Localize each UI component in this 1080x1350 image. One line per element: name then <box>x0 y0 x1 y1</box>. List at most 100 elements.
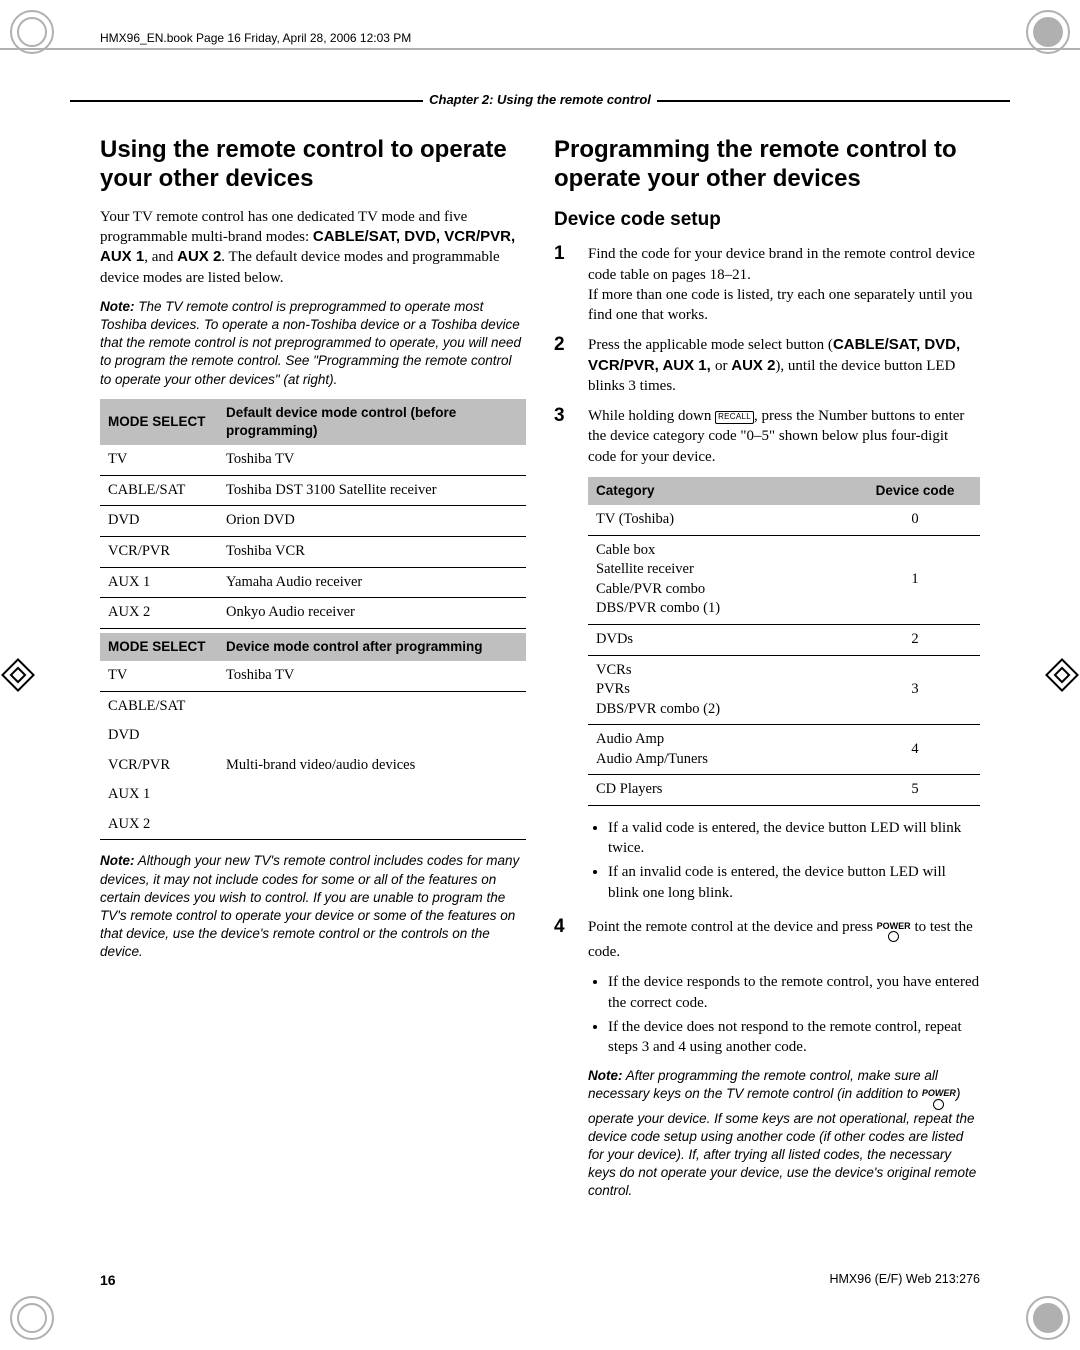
power-symbol-2 <box>933 1099 944 1110</box>
print-registration-tl <box>10 10 54 54</box>
print-registration-br <box>1026 1296 1070 1340</box>
power-symbol <box>888 931 899 942</box>
tbl1-r4c1: Yamaha Audio receiver <box>218 567 526 598</box>
steps-list: 1 Find the code for your device brand in… <box>554 244 980 1210</box>
step-3-bul2: If an invalid code is entered, the devic… <box>608 862 980 903</box>
step-4-bul2: If the device does not respond to the re… <box>608 1017 980 1058</box>
tbl2-rs3: AUX 1 <box>100 780 218 810</box>
step-4-num: 4 <box>554 917 580 1211</box>
cat-r3c1: 3 <box>850 655 980 725</box>
note-label: Note: <box>100 299 135 314</box>
cat-r5c1: 5 <box>850 775 980 806</box>
recall-icon: RECALL <box>715 411 754 424</box>
note3-post: ) operate your device. If some keys are … <box>588 1086 976 1198</box>
tbl1-r2c1: Orion DVD <box>218 506 526 537</box>
tbl2-r0c0: TV <box>100 661 218 691</box>
left-note-2: Note: Although your new TV's remote cont… <box>100 852 526 961</box>
cat-r0c0: TV (Toshiba) <box>588 505 850 535</box>
print-registration-bl <box>10 1296 54 1340</box>
tbl1-r1c1: Toshiba DST 3100 Satellite receiver <box>218 475 526 506</box>
step-1: 1 Find the code for your device brand in… <box>554 244 980 325</box>
tbl1-r0c1: Toshiba TV <box>218 445 526 475</box>
tbl1-r3c0: VCR/PVR <box>100 537 218 568</box>
step-4-bul1: If the device responds to the remote con… <box>608 972 980 1013</box>
note-label-2: Note: <box>100 853 135 868</box>
note3-pre: After programming the remote control, ma… <box>588 1068 938 1101</box>
chapter-bar: Chapter 2: Using the remote control <box>70 86 1010 114</box>
tbl1-r5c1: Onkyo Audio receiver <box>218 598 526 629</box>
power-icon: POWER <box>877 922 911 942</box>
tbl2-h1: MODE SELECT <box>100 633 218 661</box>
step-3-bullets: If a valid code is entered, the device b… <box>588 818 980 903</box>
step-1-num: 1 <box>554 244 580 325</box>
step-3-bul1: If a valid code is entered, the device b… <box>608 818 980 859</box>
cat-r2c1: 2 <box>850 624 980 655</box>
tbl2-span-value: Multi-brand video/audio devices <box>218 691 526 840</box>
right-column: Programming the remote control to operat… <box>554 136 980 1220</box>
category-table: Category Device code TV (Toshiba)0 Cable… <box>588 477 980 806</box>
tbl1-r2c0: DVD <box>100 506 218 537</box>
tbl2-rs4: AUX 2 <box>100 810 218 840</box>
step-2: 2 Press the applicable mode select butto… <box>554 335 980 396</box>
tbl2-rs0: CABLE/SAT <box>100 691 218 721</box>
tbl1-r0c0: TV <box>100 445 218 475</box>
cat-h2: Device code <box>850 477 980 505</box>
print-registration-mr <box>1050 663 1074 687</box>
step-2-bold2: AUX 2 <box>731 357 775 374</box>
step-2-num: 2 <box>554 335 580 396</box>
tbl2-rs1: DVD <box>100 721 218 751</box>
step-3-pre: While holding down <box>588 408 715 424</box>
cat-r4c0: Audio AmpAudio Amp/Tuners <box>588 725 850 775</box>
right-subheading: Device code setup <box>554 207 980 233</box>
mode-select-default-table: MODE SELECT Default device mode control … <box>100 399 526 629</box>
step-4-pre: Point the remote control at the device a… <box>588 919 877 935</box>
tbl2-h2: Device mode control after programming <box>218 633 526 661</box>
tbl1-r1c0: CABLE/SAT <box>100 475 218 506</box>
right-note-3: Note: After programming the remote contr… <box>588 1067 980 1200</box>
page-number: 16 <box>100 1271 116 1290</box>
right-heading: Programming the remote control to operat… <box>554 136 980 193</box>
power-label: POWER <box>877 921 911 931</box>
step-3: 3 While holding down RECALL, press the N… <box>554 406 980 907</box>
tbl1-h1: MODE SELECT <box>100 399 218 445</box>
step-4-bullets: If the device responds to the remote con… <box>588 972 980 1057</box>
tbl2-r0c1: Toshiba TV <box>218 661 526 691</box>
step-3-num: 3 <box>554 406 580 907</box>
footer-right: HMX96 (E/F) Web 213:276 <box>829 1271 980 1290</box>
header-filename: HMX96_EN.book Page 16 Friday, April 28, … <box>0 30 1080 50</box>
note-body-2: Although your new TV's remote control in… <box>100 853 519 959</box>
left-intro: Your TV remote control has one dedicated… <box>100 207 526 288</box>
cat-h1: Category <box>588 477 850 505</box>
chapter-bar-text: Chapter 2: Using the remote control <box>423 91 657 109</box>
cat-r4c1: 4 <box>850 725 980 775</box>
tbl1-r4c0: AUX 1 <box>100 567 218 598</box>
step-4: 4 Point the remote control at the device… <box>554 917 980 1211</box>
step-1-text-b: If more than one code is listed, try eac… <box>588 287 972 323</box>
note-body: The TV remote control is preprogrammed t… <box>100 299 521 387</box>
cat-r5c0: CD Players <box>588 775 850 806</box>
tbl1-r5c0: AUX 2 <box>100 598 218 629</box>
cat-r1c1: 1 <box>850 535 980 624</box>
cat-r1c0: Cable boxSatellite receiverCable/PVR com… <box>588 535 850 624</box>
left-column: Using the remote control to operate your… <box>100 136 526 1220</box>
step-1-text-a: Find the code for your device brand in t… <box>588 246 975 282</box>
footer: 16 HMX96 (E/F) Web 213:276 <box>0 1221 1080 1290</box>
note-label-3: Note: <box>588 1068 623 1083</box>
step-2-pre: Press the applicable mode select button … <box>588 337 833 353</box>
left-intro-bold2: AUX 2 <box>177 248 221 265</box>
print-registration-ml <box>6 663 30 687</box>
power-label-2: POWER <box>922 1088 956 1098</box>
cat-r3c0: VCRsPVRsDBS/PVR combo (2) <box>588 655 850 725</box>
power-icon-2: POWER <box>922 1089 956 1109</box>
print-registration-tr <box>1026 10 1070 54</box>
mode-select-after-table: MODE SELECT Device mode control after pr… <box>100 633 526 841</box>
tbl2-rs2: VCR/PVR <box>100 751 218 781</box>
left-note-1: Note: The TV remote control is preprogra… <box>100 298 526 389</box>
step-2-mid: or <box>715 358 731 374</box>
tbl1-r3c1: Toshiba VCR <box>218 537 526 568</box>
tbl1-h2: Default device mode control (before prog… <box>218 399 526 445</box>
left-intro-mid: , and <box>144 249 177 265</box>
cat-r2c0: DVDs <box>588 624 850 655</box>
cat-r0c1: 0 <box>850 505 980 535</box>
left-heading: Using the remote control to operate your… <box>100 136 526 193</box>
